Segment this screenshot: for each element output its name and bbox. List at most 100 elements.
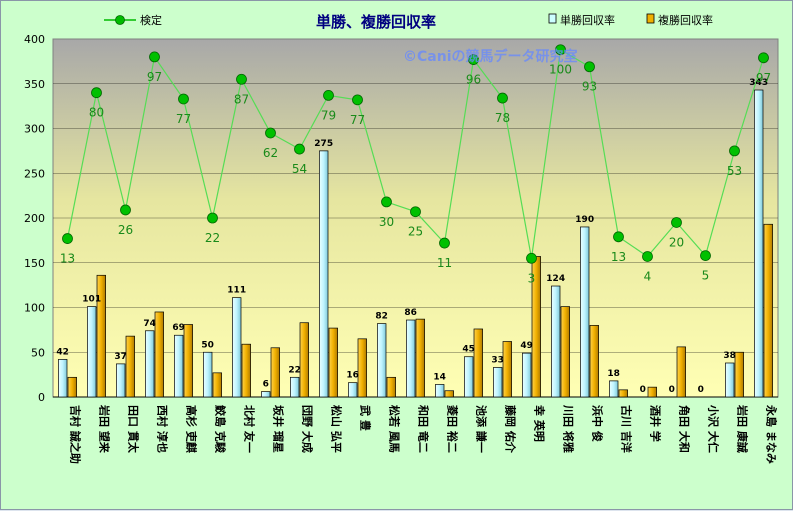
tansho-value-label: 343 — [749, 78, 768, 88]
category-label: 和田 竜二 — [417, 405, 431, 453]
tansho-bar — [493, 367, 503, 398]
fukusho-bar — [299, 322, 309, 398]
category-label: 武 豊 — [359, 405, 373, 431]
tansho-value-label: 50 — [201, 340, 214, 350]
category-label: 田口 貫太 — [127, 405, 141, 454]
y-axis-ticks: 0 50 100 150 200 250 300 350 400 — [24, 33, 45, 404]
kentei-point — [439, 237, 450, 249]
tansho-value-label: 101 — [82, 295, 101, 305]
fukusho-bar — [560, 306, 570, 398]
tansho-value-label: 18 — [607, 369, 620, 379]
tansho-value-label: 111 — [227, 286, 246, 296]
category-label: 古川 吉洋 — [620, 405, 634, 453]
kentei-value-label: 22 — [205, 231, 220, 245]
fukusho-bar — [444, 390, 454, 398]
tansho-bar — [290, 376, 300, 398]
kentei-value-label: 4 — [644, 269, 652, 283]
fukusho-bar — [647, 386, 657, 398]
category-label: 酒井 学 — [649, 405, 663, 442]
tansho-value-label: 49 — [520, 341, 533, 351]
kentei-value-label: 77 — [176, 112, 191, 126]
kentei-value-label: 3 — [528, 271, 536, 285]
category-label: 団野 大成 — [301, 405, 315, 453]
fukusho-bar — [67, 376, 77, 398]
category-label: 浜中 俊 — [591, 405, 605, 442]
tansho-value-label: 86 — [404, 308, 417, 318]
kentei-value-label: 13 — [611, 250, 626, 264]
fukusho-bar — [212, 372, 222, 398]
kentei-value-label: 77 — [350, 113, 365, 127]
fukusho-bar — [96, 274, 106, 398]
kentei-point — [323, 89, 334, 101]
y-tick-label: 300 — [24, 123, 45, 136]
tansho-value-label: 74 — [143, 319, 156, 329]
tansho-bar — [377, 323, 387, 398]
legend: 検定 単勝回収率 複勝回収率 — [104, 13, 713, 27]
kentei-point — [642, 251, 653, 262]
fukusho-bar — [589, 325, 599, 398]
tansho-value-label: 38 — [723, 351, 736, 361]
kentei-point — [381, 196, 392, 208]
tansho-bar — [754, 89, 764, 398]
tansho-bar — [580, 226, 590, 398]
tansho-value-label: 0 — [640, 385, 646, 395]
kentei-point — [584, 61, 595, 73]
y-tick-label: 0 — [38, 391, 45, 404]
y-tick-label: 250 — [24, 167, 45, 180]
tansho-bar — [87, 306, 97, 398]
kentei-value-label: 87 — [234, 92, 249, 106]
category-label: 高杉 吏麒 — [185, 405, 199, 453]
tansho-value-label: 0 — [669, 385, 675, 395]
kentei-value-label: 96 — [466, 73, 481, 87]
category-label: 鮫島 克駿 — [214, 405, 228, 454]
kentei-value-label: 78 — [495, 111, 510, 125]
bars — [58, 89, 773, 398]
tansho-value-label: 6 — [263, 380, 269, 390]
watermark: ©Caniの競馬データ研究室 — [403, 48, 578, 65]
kentei-point — [352, 94, 363, 106]
kentei-value-label: 25 — [408, 225, 423, 239]
fukusho-bar — [183, 324, 193, 398]
tansho-bar — [464, 356, 474, 398]
fukusho-bar — [154, 311, 164, 398]
tansho-value-label: 190 — [575, 215, 594, 225]
kentei-point — [671, 217, 682, 228]
tansho-bar — [435, 384, 445, 398]
kentei-point — [91, 87, 102, 99]
chart-title: 単勝、複勝回収率 — [316, 13, 436, 31]
category-label: 角田 大和 — [678, 405, 692, 453]
kentei-point — [526, 252, 537, 264]
fukusho-bar — [125, 335, 135, 398]
fukusho-bar — [328, 327, 338, 398]
kentei-value-label: 13 — [60, 252, 75, 266]
kentei-point — [410, 206, 421, 218]
kentei-point — [468, 54, 479, 65]
category-label: 吉村 誠之助 — [69, 405, 83, 464]
fukusho-bar — [386, 376, 396, 398]
kentei-value-label: 54 — [292, 162, 307, 176]
kentei-value-label: 97 — [756, 71, 771, 85]
category-label: 松若 風馬 — [388, 405, 402, 453]
kentei-value-label: 79 — [321, 108, 336, 122]
tansho-value-label: 22 — [288, 365, 301, 375]
kentei-point — [236, 73, 247, 85]
tansho-value-label: 82 — [375, 312, 388, 322]
y-tick-label: 50 — [31, 346, 45, 359]
kentei-value-label: 30 — [379, 215, 394, 229]
category-label: 藤岡 佑介 — [504, 405, 518, 454]
kentei-point — [207, 212, 218, 224]
tansho-bar — [319, 150, 329, 398]
kentei-point — [178, 93, 189, 105]
tansho-value-label: 69 — [172, 323, 185, 333]
category-label: 岩田 康誠 — [736, 404, 750, 453]
kentei-value-label: 97 — [147, 70, 162, 84]
y-tick-label: 400 — [24, 33, 45, 46]
category-label: 岩田 望来 — [98, 404, 112, 454]
tansho-bar — [232, 297, 242, 398]
kentei-point — [294, 143, 305, 155]
fukusho-bar — [241, 343, 251, 398]
y-tick-label: 100 — [24, 302, 45, 315]
grid-lines — [53, 83, 778, 398]
kentei-value-label: 26 — [118, 223, 133, 237]
